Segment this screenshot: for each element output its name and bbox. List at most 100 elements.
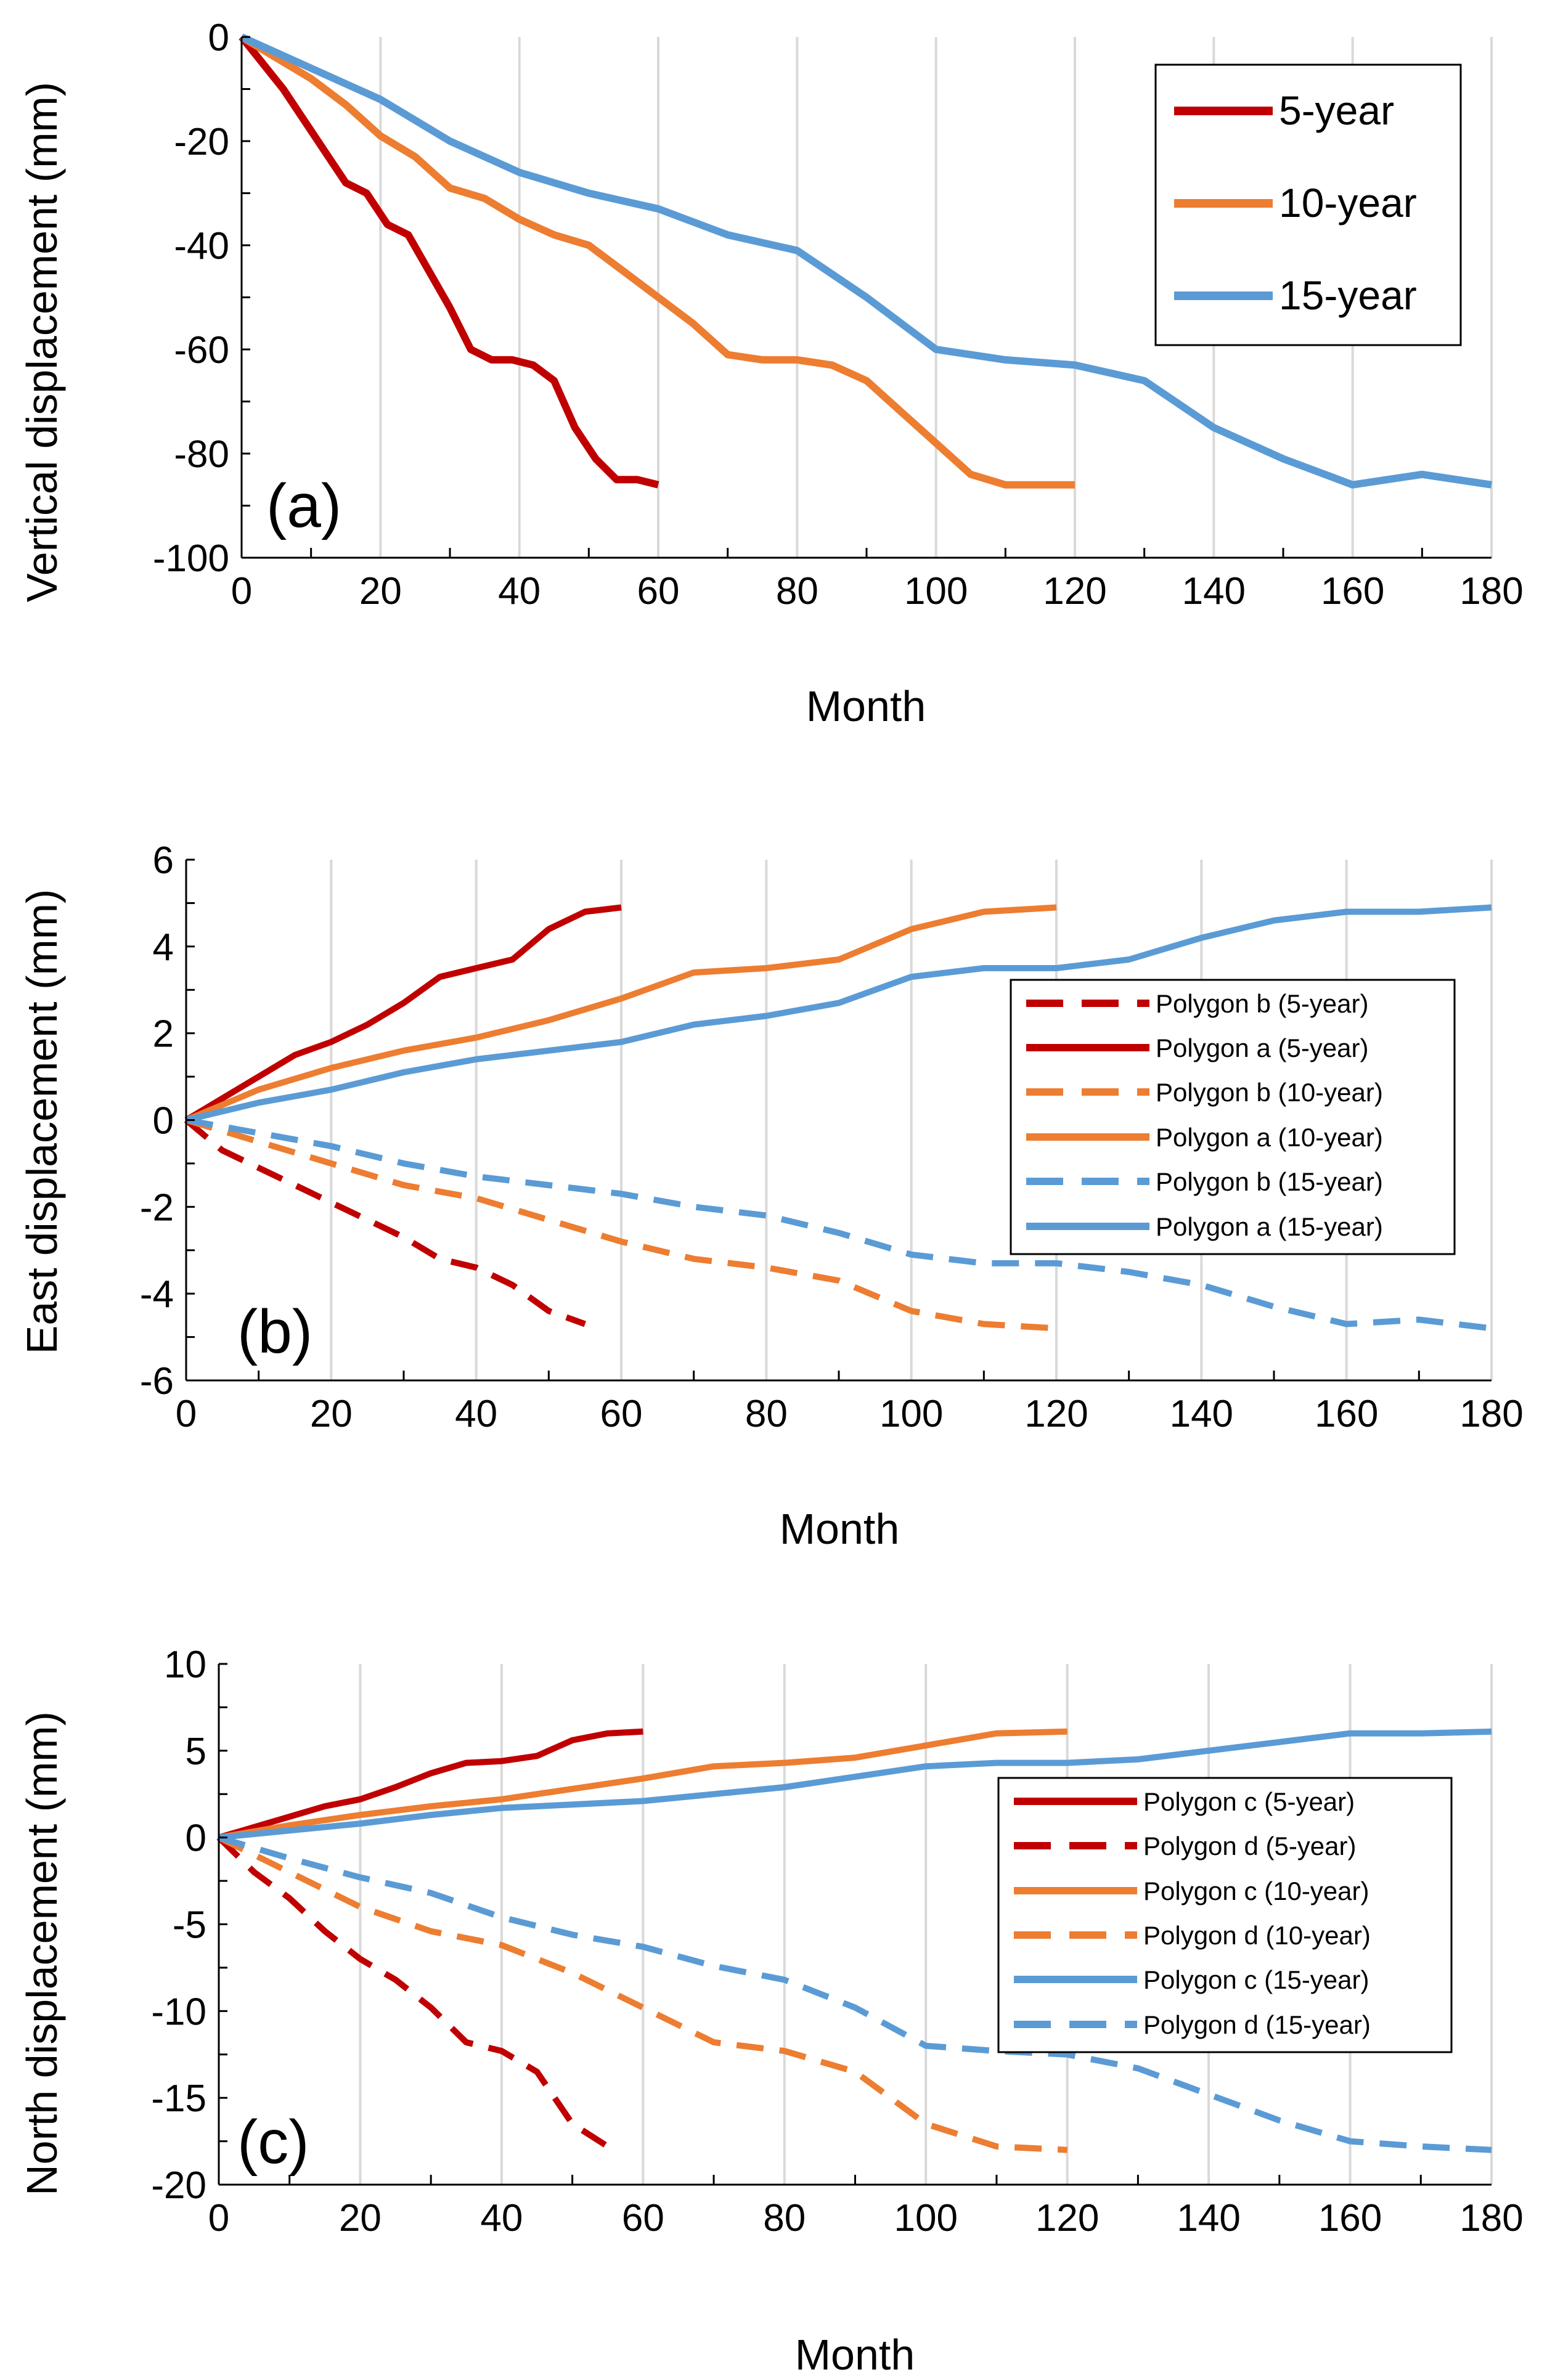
- panel-b-xtick-label-3: 60: [600, 1393, 643, 1435]
- panel-b-legend-box: [1010, 979, 1456, 1255]
- panel-c-series-5: [218, 1834, 1492, 2153]
- panel-b-legend-label-1: Polygon a (5-year): [1156, 1033, 1369, 1062]
- panel-c-xticks: 0 20 40 60 80 100 120 140 160 180: [208, 2175, 1524, 2239]
- panel-c-xtick-label-1: 20: [339, 2197, 382, 2239]
- panel-c-xtick-label-7: 140: [1177, 2197, 1240, 2239]
- panel-c-tag: (c): [237, 2108, 309, 2177]
- panel-a-tag: (a): [266, 471, 341, 540]
- panel-c-ylabel: North displacement (mm): [18, 1711, 66, 2196]
- panel-b-xtick-label-9: 180: [1459, 1393, 1523, 1435]
- panel-b-xtick-label-2: 40: [455, 1393, 497, 1435]
- panel-b-legend-label-5: Polygon a (15-year): [1156, 1212, 1383, 1241]
- panel-b-ytick-label-4: -2: [140, 1186, 174, 1229]
- panel-b-series-5: [185, 904, 1492, 1123]
- panel-c-ytick-label-6: -20: [151, 2164, 206, 2207]
- panel-c: 0 20 40 60 80 100 120 140 160 180 10 5 0 -5 -10 -15 -20…: [18, 1644, 1524, 2379]
- panel-c-legend-label-3: Polygon d (10-year): [1143, 1921, 1371, 1950]
- panel-a-xlabel: Month: [806, 682, 926, 730]
- panel-b-ytick-label-5: -4: [140, 1273, 174, 1316]
- panel-c-legend-label-4: Polygon c (15-year): [1143, 1965, 1369, 1994]
- panel-c-series-4: [218, 1728, 1492, 1841]
- panel-b-xtick-label-1: 20: [310, 1393, 353, 1435]
- panel-a: 0 20 40 60 80 100 120 140 160 180 0 -20 -40 -60 -80 -1…: [18, 17, 1524, 730]
- panel-b-ylabel: East displacement (mm): [18, 889, 66, 1355]
- panel-c-legend-label-1: Polygon d (5-year): [1143, 1832, 1357, 1860]
- panel-b-xtick-label-7: 140: [1170, 1393, 1233, 1435]
- panel-b-legend-label-4: Polygon b (15-year): [1156, 1167, 1383, 1196]
- panel-c-xlabel: Month: [795, 2331, 915, 2379]
- panel-c-ytick-label-5: -15: [151, 2077, 206, 2120]
- panel-c-xtick-label-9: 180: [1459, 2197, 1523, 2239]
- panel-a-legend-label-0: 5-year: [1279, 88, 1394, 133]
- panel-b-yticks: 6 4 2 0 -2 -4 -6: [140, 839, 195, 1403]
- panel-a-ytick-label-4: -80: [174, 433, 229, 476]
- panel-c-series-0: [218, 1728, 643, 1841]
- panel-c-xtick-label-0: 0: [208, 2197, 229, 2239]
- panel-b-series-2: [185, 1117, 1057, 1332]
- panel-b-xtick-label-6: 120: [1024, 1393, 1088, 1435]
- panel-c-ytick-label-1: 5: [186, 1730, 206, 1773]
- panel-a-xtick-label-7: 140: [1182, 570, 1246, 613]
- panel-a-xtick-label-6: 120: [1043, 570, 1106, 613]
- panel-a-xtick-label-0: 0: [231, 570, 252, 613]
- panel-b-xtick-label-0: 0: [176, 1393, 197, 1435]
- panel-b-series-3: [185, 904, 1057, 1123]
- panel-c-legend-label-0: Polygon c (5-year): [1143, 1787, 1355, 1816]
- panel-a-ylabel: Vertical displacement (mm): [18, 82, 66, 602]
- panel-b-xtick-label-4: 80: [745, 1393, 788, 1435]
- panel-a-ytick-label-5: -100: [153, 537, 229, 580]
- panel-b-series-0: [184, 1117, 586, 1327]
- panel-a-xtick-label-9: 180: [1459, 570, 1523, 613]
- panel-a-legend: 5-year 10-year 15-year: [1154, 63, 1462, 346]
- panel-c-legend-label-5: Polygon d (15-year): [1143, 2010, 1371, 2039]
- panel-a-ytick-label-1: -20: [174, 121, 229, 163]
- panel-b-series-1: [184, 904, 622, 1123]
- panel-a-legend-label-1: 10-year: [1279, 180, 1417, 226]
- panel-b-ytick-label-0: 6: [153, 839, 174, 882]
- panel-a-yticks: 0 -20 -40 -60 -80 -100: [153, 17, 250, 580]
- panel-c-series-layer: [216, 1728, 1492, 2153]
- panel-b-ytick-label-6: -6: [140, 1360, 174, 1403]
- panel-a-ytick-label-3: -60: [174, 329, 229, 372]
- panel-c-series-1: [216, 1835, 610, 2150]
- panel-a-series-2: [240, 33, 1492, 489]
- panel-c-xtick-label-5: 100: [894, 2197, 957, 2239]
- panel-a-xticks: 0 20 40 60 80 100 120 140 160 180: [231, 548, 1524, 613]
- panel-b-legend: Polygon b (5-year) Polygon a (5-year) Po…: [1010, 979, 1456, 1255]
- panel-b-ytick-label-3: 0: [153, 1100, 174, 1143]
- panel-a-xtick-label-4: 80: [776, 570, 818, 613]
- panel-c-ytick-label-0: 10: [164, 1644, 206, 1686]
- panel-a-series-layer: [239, 33, 1492, 489]
- panel-c-ytick-label-4: -10: [151, 1991, 206, 2033]
- panel-b-ytick-label-1: 4: [153, 926, 174, 969]
- panel-a-series-1: [239, 33, 1075, 489]
- panel-b-legend-label-0: Polygon b (5-year): [1156, 989, 1369, 1018]
- panel-c-legend: Polygon c (5-year) Polygon d (5-year) Po…: [997, 1777, 1453, 2053]
- panel-a-xtick-label-8: 160: [1321, 570, 1384, 613]
- panel-b-legend-label-2: Polygon b (10-year): [1156, 1078, 1383, 1107]
- panel-c-legend-box: [997, 1777, 1453, 2053]
- panel-c-xtick-label-4: 80: [763, 2197, 806, 2239]
- panel-a-ytick-label-0: 0: [208, 17, 229, 59]
- panel-a-ytick-label-2: -40: [174, 225, 229, 267]
- panel-b-xlabel: Month: [780, 1505, 900, 1553]
- panel-c-ytick-label-2: 0: [186, 1817, 206, 1860]
- panel-c-series-2: [218, 1728, 1067, 1841]
- panel-b-xtick-label-5: 100: [880, 1393, 943, 1435]
- panel-a-xtick-label-3: 60: [637, 570, 680, 613]
- panel-c-legend-label-2: Polygon c (10-year): [1143, 1877, 1369, 1905]
- panel-b-series-4: [186, 1117, 1492, 1332]
- panel-a-series-0: [239, 35, 659, 489]
- panel-b-ytick-label-2: 2: [153, 1013, 174, 1056]
- panel-c-yticks: 10 5 0 -5 -10 -15 -20: [151, 1644, 227, 2207]
- panel-b-xticks: 0 20 40 60 80 100 120 140 160 180: [176, 1371, 1524, 1435]
- panel-c-ytick-label-3: -5: [173, 1904, 206, 1947]
- panel-c-xtick-label-6: 120: [1035, 2197, 1099, 2239]
- panel-a-xtick-label-1: 20: [359, 570, 402, 613]
- panel-c-xtick-label-3: 60: [622, 2197, 664, 2239]
- panel-a-xtick-label-2: 40: [498, 570, 541, 613]
- panel-a-legend-label-2: 15-year: [1279, 272, 1417, 318]
- panel-b-legend-label-3: Polygon a (10-year): [1156, 1123, 1383, 1152]
